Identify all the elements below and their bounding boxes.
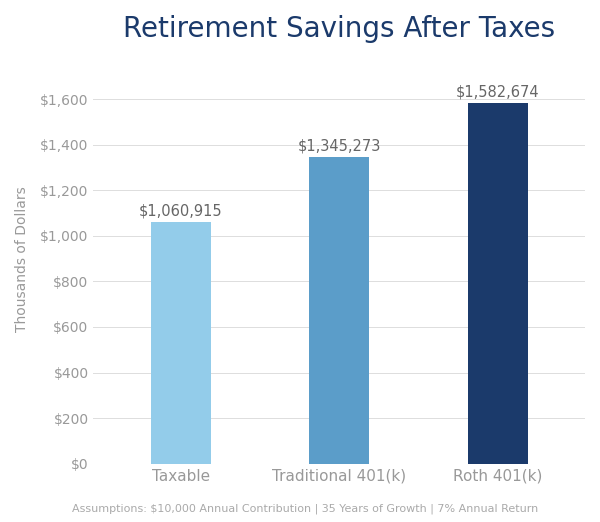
Text: $1,345,273: $1,345,273 xyxy=(298,139,381,154)
Bar xyxy=(151,222,211,464)
Title: Retirement Savings After Taxes: Retirement Savings After Taxes xyxy=(123,15,555,43)
Bar xyxy=(467,103,528,464)
Y-axis label: Thousands of Dollars: Thousands of Dollars xyxy=(15,186,29,331)
Text: Assumptions: $10,000 Annual Contribution | 35 Years of Growth | 7% Annual Return: Assumptions: $10,000 Annual Contribution… xyxy=(72,504,538,514)
Text: $1,582,674: $1,582,674 xyxy=(456,85,539,100)
Text: $1,060,915: $1,060,915 xyxy=(139,204,223,219)
Bar xyxy=(309,157,370,464)
